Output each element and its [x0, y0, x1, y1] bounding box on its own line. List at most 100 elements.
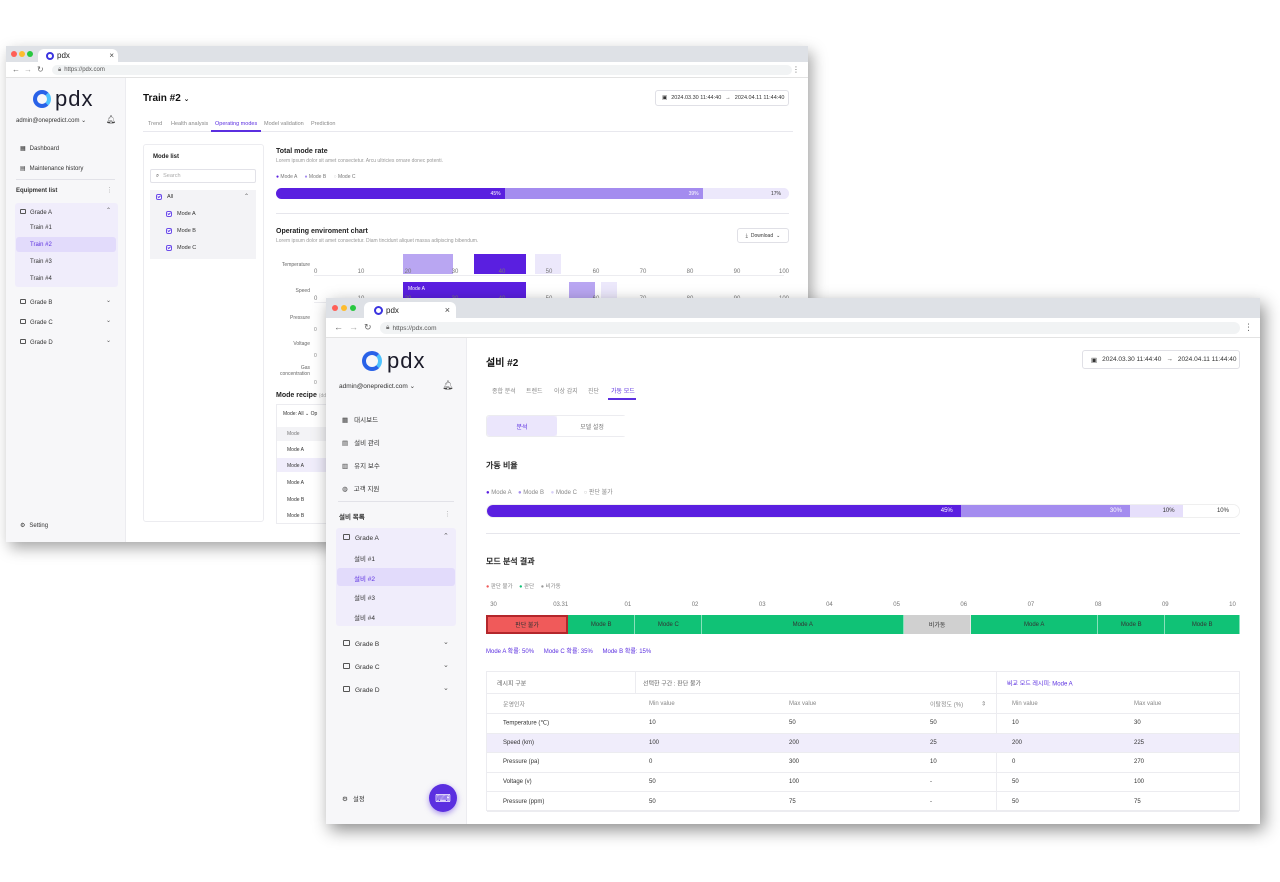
- recipe-row[interactable]: Mode B: [287, 497, 305, 503]
- app-logo[interactable]: pdx: [33, 86, 93, 112]
- mode-check-a[interactable]: Mode A: [166, 211, 196, 217]
- mode-check-all[interactable]: All: [156, 194, 173, 200]
- grade-a-toggle[interactable]: Grade A: [20, 209, 52, 216]
- browser-menu-icon[interactable]: ⋮: [1244, 322, 1253, 332]
- more-icon[interactable]: ⋮: [444, 511, 451, 518]
- forward-icon[interactable]: →: [349, 322, 358, 332]
- back-icon[interactable]: ←: [334, 322, 343, 332]
- nav-dashboard[interactable]: ▦ Dashboard: [20, 145, 59, 152]
- nav-equipment-management[interactable]: ▤ 설비 관리: [342, 437, 380, 447]
- chevron-down-icon[interactable]: ⌄: [443, 639, 449, 646]
- chevron-up-icon[interactable]: ⌃: [106, 208, 112, 214]
- mode-check-b[interactable]: Mode B: [166, 228, 196, 234]
- grade-b-toggle[interactable]: Grade B: [343, 640, 379, 648]
- setting-button[interactable]: ⚙ Setting: [20, 522, 48, 529]
- grade-c-toggle[interactable]: Grade C: [20, 319, 53, 326]
- close-tab-icon[interactable]: ×: [444, 305, 450, 315]
- sidebar-item-machine-4[interactable]: 설비 #4: [354, 615, 375, 622]
- model-setting-toggle[interactable]: 모델 설정: [557, 416, 627, 436]
- table-row[interactable]: Pressure (pa) 0 300 10 0 270: [487, 753, 1239, 773]
- url-input[interactable]: 🔒︎ https://pdx.com: [52, 65, 792, 75]
- tab-model-validation[interactable]: Model validation: [264, 121, 304, 127]
- timeline-segment-판단-불가[interactable]: 판단 불가: [486, 615, 569, 634]
- grade-b-toggle[interactable]: Grade B: [20, 299, 52, 306]
- chevron-up-icon[interactable]: ⌃: [244, 194, 250, 200]
- sidebar-item-train-3[interactable]: Train #3: [30, 259, 52, 265]
- browser-menu-icon[interactable]: ⋮: [792, 65, 800, 74]
- maximize-window-icon[interactable]: [350, 305, 356, 311]
- app-logo[interactable]: pdx: [362, 348, 425, 374]
- chatbot-button[interactable]: ⌨: [429, 784, 457, 812]
- reload-icon[interactable]: ↻: [37, 65, 44, 74]
- notification-bell-icon[interactable]: 🔔︎: [442, 380, 454, 390]
- grade-a-toggle[interactable]: Grade A: [343, 534, 379, 542]
- nav-dashboard[interactable]: ▦ 대시보드: [342, 414, 378, 424]
- nav-customer-support[interactable]: ◍ 고객 지원: [342, 483, 379, 493]
- chevron-down-icon[interactable]: ⌄: [443, 662, 449, 669]
- browser-tab[interactable]: pdx ×: [38, 49, 118, 62]
- sidebar-item-train-2[interactable]: [16, 237, 116, 252]
- timeline-segment-mode-b[interactable]: Mode B: [1165, 615, 1240, 634]
- close-window-icon[interactable]: [332, 305, 338, 311]
- recipe-row[interactable]: Mode A: [287, 480, 304, 486]
- more-icon[interactable]: ⋮: [106, 187, 113, 194]
- back-icon[interactable]: ←: [12, 65, 20, 74]
- nav-maintenance-history[interactable]: ▤ Maintenance history: [20, 165, 83, 172]
- close-window-icon[interactable]: [11, 51, 17, 57]
- page-title[interactable]: Train #2 ⌄: [143, 93, 189, 104]
- grade-d-toggle[interactable]: Grade D: [20, 339, 53, 346]
- timeline-segment-mode-b[interactable]: Mode B: [1098, 615, 1166, 634]
- nav-maintenance[interactable]: ▥ 유지 보수: [342, 460, 380, 470]
- recipe-row[interactable]: Mode B: [287, 513, 305, 519]
- maximize-window-icon[interactable]: [27, 51, 33, 57]
- tab-operating-modes[interactable]: Operating modes: [215, 121, 258, 127]
- tab-prediction[interactable]: Prediction: [311, 121, 336, 127]
- chevron-down-icon[interactable]: ⌄: [106, 318, 112, 324]
- mode-check-c[interactable]: Mode C: [166, 245, 196, 251]
- timeline-segment-비가동[interactable]: 비가동: [904, 615, 972, 634]
- mode-search-input[interactable]: ⌕ Search: [150, 169, 256, 183]
- grade-c-toggle[interactable]: Grade C: [343, 663, 380, 671]
- date-range-picker[interactable]: ▣ 2024.03.30 11:44:40 → 2024.04.11 11:44:40: [1082, 350, 1240, 369]
- table-row[interactable]: Voltage (v) 50 100 - 50 100: [487, 773, 1239, 793]
- timeline-segment-mode-a[interactable]: Mode A: [971, 615, 1099, 634]
- sidebar-item-machine-3[interactable]: 설비 #3: [354, 595, 375, 602]
- notification-bell-icon[interactable]: 🔔︎: [106, 115, 117, 124]
- table-row[interactable]: Speed (km) 100 200 25 200 225: [487, 733, 1239, 754]
- forward-icon[interactable]: →: [24, 65, 32, 74]
- tab-diagnosis[interactable]: 진단: [588, 389, 600, 395]
- tab-overall-analysis[interactable]: 종합 분석: [492, 389, 516, 395]
- browser-tab[interactable]: pdx ×: [364, 302, 456, 318]
- sidebar-item-machine-1[interactable]: 설비 #1: [354, 556, 375, 563]
- timeline-segment-mode-a[interactable]: Mode A: [702, 615, 905, 634]
- tab-operating-mode[interactable]: 가동 모드: [611, 389, 635, 395]
- timeline-segment-mode-c[interactable]: Mode C: [635, 615, 703, 634]
- url-input[interactable]: 🔒︎ https://pdx.com: [380, 322, 1240, 334]
- recipe-row[interactable]: Mode A: [287, 463, 304, 469]
- tab-health-analysis[interactable]: Health analysis: [171, 121, 209, 127]
- close-tab-icon[interactable]: ×: [109, 51, 114, 60]
- user-menu[interactable]: admin@onepredict.com ⌄: [16, 117, 86, 124]
- user-menu[interactable]: admin@onepredict.com ⌄: [339, 382, 415, 390]
- recipe-row[interactable]: Mode A: [287, 447, 304, 453]
- chevron-up-icon[interactable]: ⌃: [443, 533, 449, 540]
- grade-d-toggle[interactable]: Grade D: [343, 686, 380, 694]
- tab-anomaly-detection[interactable]: 이상 감지: [554, 389, 578, 395]
- sort-icon[interactable]: ⇕: [981, 701, 987, 707]
- chevron-down-icon[interactable]: ⌄: [106, 338, 112, 344]
- reload-icon[interactable]: ↻: [364, 322, 372, 332]
- date-range-picker[interactable]: ▣ 2024.03.30 11:44:40 → 2024.04.11 11:44:40: [655, 90, 789, 106]
- sidebar-item-train-1[interactable]: Train #1: [30, 225, 52, 231]
- sidebar-item-train-4[interactable]: Train #4: [30, 276, 52, 282]
- setting-button[interactable]: ⚙ 설정: [342, 793, 365, 803]
- timeline-segment-mode-b[interactable]: Mode B: [568, 615, 636, 634]
- chevron-down-icon[interactable]: ⌄: [106, 298, 112, 304]
- minimize-window-icon[interactable]: [341, 305, 347, 311]
- tab-trend[interactable]: Trend: [148, 121, 163, 127]
- tab-trend[interactable]: 트렌드: [526, 389, 543, 395]
- chevron-down-icon[interactable]: ⌄: [443, 685, 449, 692]
- sidebar-item-machine-2[interactable]: [337, 568, 455, 586]
- analysis-toggle[interactable]: 분석: [487, 416, 557, 436]
- mode-filter-dropdown[interactable]: Mode: All ⌄ Op: [283, 411, 317, 417]
- table-row[interactable]: Pressure (ppm) 50 75 - 50 75: [487, 792, 1239, 812]
